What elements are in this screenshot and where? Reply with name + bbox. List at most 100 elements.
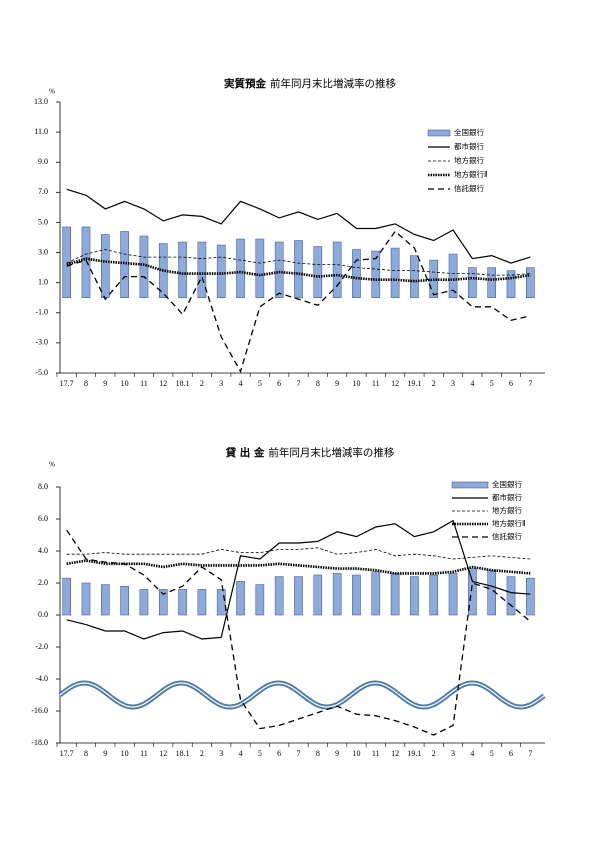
bar <box>390 247 400 298</box>
x-tick-label: 7 <box>297 379 301 388</box>
bar <box>81 226 91 298</box>
y-tick-label: -5.0 <box>35 368 48 377</box>
bar <box>313 574 323 616</box>
x-tick-label: 4 <box>470 379 474 388</box>
bar <box>100 584 110 616</box>
chart-title: 実質預金 前年同月末比増減率の推移 <box>224 77 396 90</box>
x-tick-label: 19.1 <box>407 749 421 758</box>
y-tick-label: 5.0 <box>38 217 48 226</box>
x-tick-label: 9 <box>335 749 339 758</box>
y-tick-label: 2.0 <box>38 578 48 587</box>
x-tick-label: 11 <box>140 379 148 388</box>
bar <box>506 576 516 616</box>
bar <box>506 270 516 298</box>
legend-label: 全国銀行 <box>454 127 484 137</box>
x-tick-label: 17.7 <box>60 749 74 758</box>
line-series <box>66 529 531 736</box>
bar <box>313 246 323 298</box>
x-tick-label: 11 <box>372 749 380 758</box>
chart-title-rest: 前年同月末比増減率の推移 <box>270 77 396 90</box>
x-tick-label: 10 <box>352 379 360 388</box>
x-tick-label: 18.1 <box>176 749 190 758</box>
x-tick-label: 7 <box>528 379 532 388</box>
bar <box>371 250 381 298</box>
y-tick-label: 7.0 <box>38 187 48 196</box>
legend-swatch <box>427 129 451 137</box>
x-tick-label: 8 <box>84 379 88 388</box>
bar <box>139 235 149 298</box>
y-tick-label: -1.0 <box>35 308 48 317</box>
line-series <box>66 519 531 640</box>
y-tick-label: -16.0 <box>31 706 48 715</box>
chart-title-bold: 貸 出 金 <box>225 446 265 459</box>
x-tick-label: 19.1 <box>407 379 421 388</box>
x-tick-label: 12 <box>391 379 399 388</box>
x-tick-label: 5 <box>490 379 494 388</box>
bar <box>139 589 149 616</box>
x-tick-label: 7 <box>297 749 301 758</box>
x-tick-label: 5 <box>258 379 262 388</box>
bar <box>468 568 477 616</box>
x-tick-label: 18.1 <box>176 379 190 388</box>
x-tick-label: 6 <box>509 749 513 758</box>
bar <box>255 238 265 298</box>
y-tick-label: -3.0 <box>35 338 48 347</box>
bar <box>294 576 303 616</box>
bar <box>332 573 342 616</box>
x-tick-label: 10 <box>121 379 129 388</box>
x-tick-label: 9 <box>335 379 339 388</box>
x-tick-label: 5 <box>258 749 262 758</box>
y-tick-label: 0.0 <box>38 610 48 619</box>
y-tick-label: 6.0 <box>38 514 48 523</box>
line-series <box>66 188 531 264</box>
bar <box>274 576 284 616</box>
legend-label: 信託銀行 <box>454 183 484 193</box>
x-tick-label: 17.7 <box>60 379 74 388</box>
legend-label: 地方銀行 <box>454 155 484 165</box>
x-tick-label: 12 <box>159 749 167 758</box>
chart-title-bold: 実質預金 <box>224 77 266 90</box>
x-tick-label: 4 <box>239 379 243 388</box>
y-tick-label: 11.0 <box>34 127 48 136</box>
bar <box>120 585 129 616</box>
legend-label: 地方銀行Ⅱ <box>454 169 488 179</box>
legend-swatch <box>451 481 489 489</box>
chart-title-rest: 前年同月末比増減率の推移 <box>268 446 394 459</box>
x-tick-label: 8 <box>316 379 320 388</box>
x-tick-label: 5 <box>490 749 494 758</box>
bar <box>216 589 226 616</box>
x-tick-label: 3 <box>219 379 223 388</box>
bar <box>178 589 187 616</box>
y-tick-label: -18.0 <box>31 738 48 747</box>
bar <box>158 589 168 616</box>
x-tick-label: 8 <box>84 749 88 758</box>
line-series <box>66 257 531 283</box>
x-tick-label: 10 <box>121 749 129 758</box>
y-tick-label: -2.0 <box>35 642 48 651</box>
bar <box>526 577 535 616</box>
bar <box>100 234 110 298</box>
legend-label: 信託銀行 <box>492 531 522 541</box>
bar <box>429 574 439 616</box>
x-tick-label: 7 <box>528 749 532 758</box>
y-axis-unit: % <box>49 88 55 96</box>
x-tick-label: 4 <box>470 749 474 758</box>
bar <box>371 571 381 616</box>
bar <box>294 240 303 298</box>
bar <box>236 238 245 298</box>
bar <box>197 241 207 298</box>
x-tick-label: 6 <box>277 749 281 758</box>
bar <box>197 589 207 616</box>
bar <box>178 241 187 298</box>
y-tick-label: 1.0 <box>38 277 48 286</box>
x-tick-label: 2 <box>200 749 204 758</box>
x-tick-label: 9 <box>103 749 107 758</box>
x-tick-label: 6 <box>509 379 513 388</box>
bar <box>448 573 458 616</box>
bar <box>352 574 361 616</box>
y-tick-label: 9.0 <box>38 157 48 166</box>
chart-title: 貸 出 金前年同月末比増減率の推移 <box>225 446 395 459</box>
x-tick-label: 8 <box>316 749 320 758</box>
